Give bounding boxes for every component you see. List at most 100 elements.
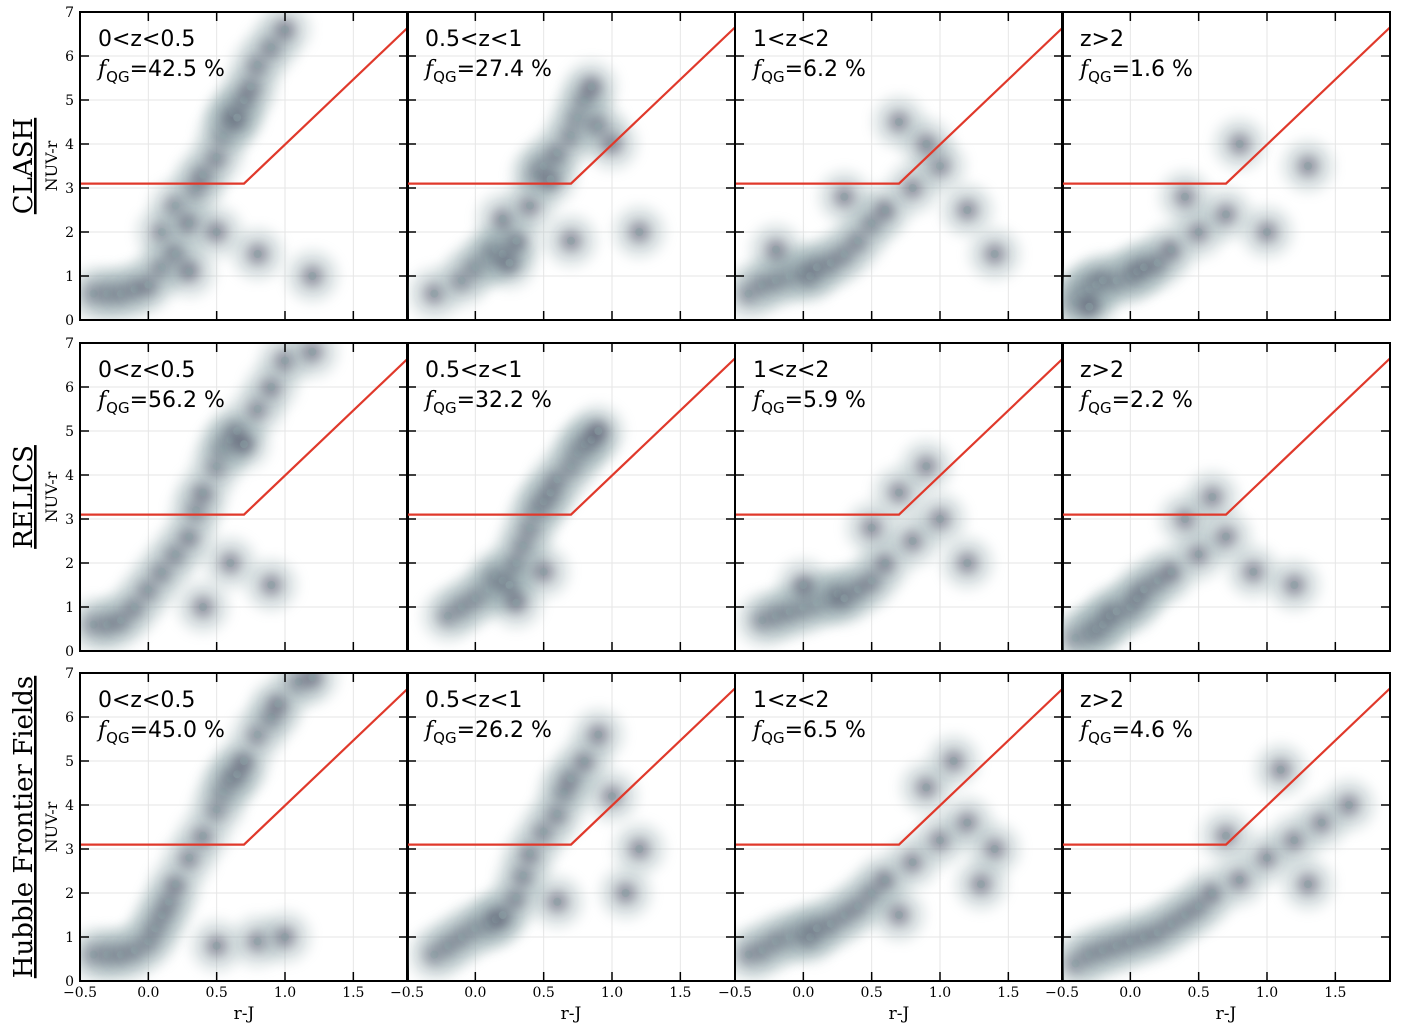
- point: [231, 228, 284, 280]
- point: [900, 440, 953, 493]
- point-dot: [867, 523, 876, 532]
- y-tick-label: 7: [65, 666, 74, 682]
- point-dot: [1249, 567, 1258, 576]
- point: [177, 581, 229, 633]
- point: [927, 735, 980, 787]
- point-dot: [1263, 228, 1271, 236]
- fqg-subscript: QG: [433, 399, 456, 417]
- plot-area: [80, 673, 408, 981]
- y-tick-label: 6: [65, 49, 74, 65]
- point-dot: [963, 206, 972, 214]
- point: [190, 206, 243, 258]
- x-tick-label: 0.0: [137, 985, 159, 1001]
- point-dot: [226, 559, 235, 567]
- y-tick-label: 4: [65, 798, 74, 814]
- point: [565, 60, 618, 113]
- point: [586, 770, 638, 823]
- point-dot: [1208, 889, 1217, 897]
- plot-area: [80, 12, 408, 320]
- redshift-label: 0<z<0.5: [98, 358, 195, 383]
- point-dot: [772, 245, 780, 254]
- x-tick-label: 1.0: [274, 985, 296, 1001]
- point: [545, 214, 597, 267]
- point-dot: [185, 219, 194, 228]
- point-dot: [881, 559, 890, 567]
- selection-line: [1062, 26, 1390, 185]
- point-dot: [240, 440, 248, 449]
- redshift-label: z>2: [1080, 27, 1124, 52]
- plot-area: [735, 343, 1063, 651]
- point-dot: [1235, 140, 1244, 148]
- y-tick-label: 2: [65, 225, 74, 241]
- point: [259, 12, 311, 56]
- point: [613, 206, 666, 258]
- point-dot: [171, 880, 180, 889]
- fqg-subscript: QG: [106, 729, 129, 747]
- fqg-label: fQG=32.2 %: [423, 388, 552, 417]
- point: [1200, 188, 1252, 241]
- panel: 0.5<z<1 fQG=32.2 %: [406, 342, 736, 652]
- plot-area: [80, 343, 408, 651]
- fqg-subscript: QG: [433, 729, 456, 747]
- y-tick-label: 5: [65, 424, 74, 440]
- point-dot: [512, 598, 521, 607]
- fqg-subscript: QG: [1088, 399, 1111, 417]
- x-tick-label: 1.5: [342, 985, 364, 1001]
- point: [1268, 559, 1321, 611]
- redshift-label: 0<z<0.5: [98, 688, 195, 713]
- x-tick-label: −0.5: [1045, 985, 1079, 1001]
- y-tick-label: 5: [65, 754, 74, 770]
- point: [777, 559, 830, 611]
- y-tick-label: 3: [65, 512, 74, 528]
- y-tick-label: 7: [65, 336, 74, 352]
- fqg-label: fQG=56.2 %: [96, 388, 225, 417]
- panel-frame: [1061, 11, 1391, 321]
- point: [163, 245, 216, 298]
- point-dot: [908, 858, 917, 867]
- x-tick-label: 1.5: [997, 985, 1019, 1001]
- point-dot: [840, 192, 849, 201]
- point-dot: [199, 831, 207, 840]
- point: [613, 823, 666, 875]
- fqg-value: =42.5 %: [130, 57, 225, 82]
- point-dot: [1167, 567, 1176, 576]
- fqg-subscript: QG: [433, 68, 456, 86]
- point-dot: [922, 140, 931, 148]
- point-dot: [990, 845, 999, 853]
- x-tick-label: 0.5: [206, 985, 228, 1001]
- fqg-label: fQG=4.6 %: [1078, 718, 1193, 747]
- point-dot: [963, 818, 972, 827]
- plot-area: [407, 673, 735, 981]
- point-dot: [635, 228, 644, 236]
- redshift-label: 0.5<z<1: [425, 358, 522, 383]
- y-tick-label: 0: [65, 974, 74, 990]
- panel: −0.5 0.0 0.5 1.0 1.5 0 1 2 3 4 5 6 7 0<z<0.5 fQG=45.0 …: [42, 666, 409, 1024]
- fqg-label: fQG=2.2 %: [1078, 388, 1193, 417]
- point-dot: [281, 25, 289, 34]
- point-dot: [274, 699, 283, 708]
- point: [1159, 170, 1211, 223]
- point-dot: [1181, 192, 1189, 201]
- point-dot: [281, 933, 289, 941]
- panel: z>2 fQG=2.2 %: [1061, 342, 1391, 652]
- y-tick-label: 3: [65, 842, 74, 858]
- x-tick-label: −0.5: [718, 985, 752, 1001]
- point-dot: [922, 462, 931, 471]
- point-dot: [1222, 532, 1230, 541]
- point: [1186, 471, 1239, 523]
- fqg-subscript: QG: [761, 68, 784, 86]
- redshift-label: 1<z<2: [753, 27, 829, 52]
- point-dot: [1304, 880, 1312, 889]
- point-dot: [799, 581, 808, 589]
- fqg-subscript: QG: [1088, 729, 1111, 747]
- point: [286, 673, 339, 704]
- point-dot: [895, 911, 903, 919]
- y-tick-label: 2: [65, 556, 74, 572]
- y-axis-label: NUV-r: [42, 471, 61, 522]
- panel: 1<z<2 fQG=5.9 %: [734, 342, 1064, 652]
- y-tick-label: 6: [65, 710, 74, 726]
- point: [1227, 545, 1280, 598]
- x-tick-label: 1.0: [929, 985, 951, 1001]
- point-dot: [594, 730, 603, 739]
- x-tick-label: −0.5: [390, 985, 424, 1001]
